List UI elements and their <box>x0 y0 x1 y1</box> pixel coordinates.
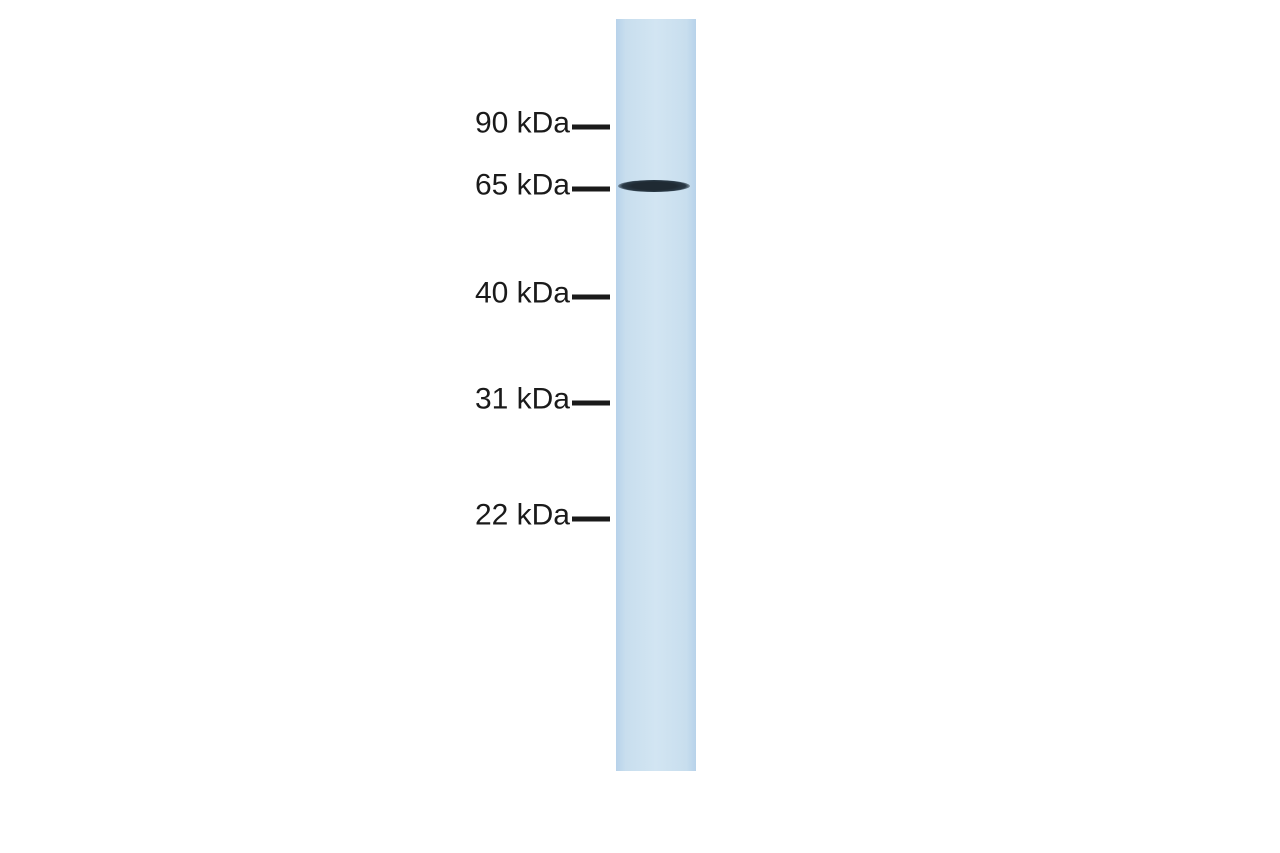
protein-band <box>618 180 690 192</box>
marker-row: 90 kDa <box>0 106 610 142</box>
marker-tick <box>572 516 610 521</box>
marker-tick <box>572 186 610 191</box>
blot-lane <box>616 19 696 771</box>
marker-tick <box>572 124 610 129</box>
blot-figure: 90 kDa 65 kDa 40 kDa 31 kDa 22 kDa <box>0 0 1280 853</box>
marker-label: 31 kDa <box>0 382 570 416</box>
marker-label: 22 kDa <box>0 498 570 532</box>
marker-row: 40 kDa <box>0 276 610 312</box>
marker-row: 65 kDa <box>0 168 610 204</box>
marker-row: 31 kDa <box>0 382 610 418</box>
marker-tick <box>572 294 610 299</box>
marker-label: 90 kDa <box>0 106 570 140</box>
marker-label: 65 kDa <box>0 168 570 202</box>
marker-row: 22 kDa <box>0 498 610 534</box>
marker-tick <box>572 400 610 405</box>
marker-label: 40 kDa <box>0 276 570 310</box>
